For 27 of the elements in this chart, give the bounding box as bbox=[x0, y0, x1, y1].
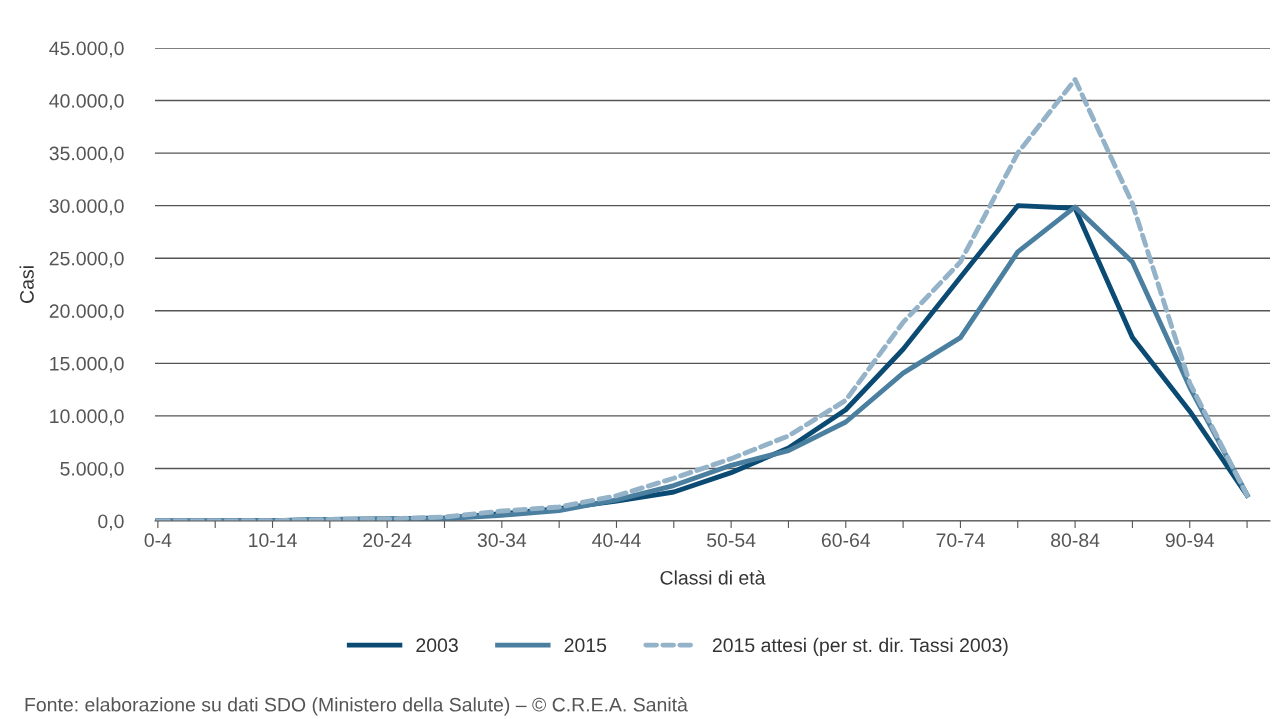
legend-label: 2015 attesi (per st. dir. Tassi 2003) bbox=[712, 637, 1008, 656]
y-tick-label: 30.000,0 bbox=[49, 199, 124, 216]
x-tick-label: 40-44 bbox=[592, 533, 641, 548]
x-tick-label: 10-14 bbox=[249, 533, 297, 548]
y-tick-label: 5.000,0 bbox=[60, 461, 124, 478]
x-tick-label: 60-64 bbox=[821, 533, 871, 548]
x-tick-label: 70-74 bbox=[936, 533, 985, 548]
y-tick-label: 15.000,0 bbox=[50, 356, 124, 373]
y-axis-title: Casi bbox=[19, 266, 34, 303]
y-tick-label: 25.000,0 bbox=[49, 251, 124, 268]
legend-label: 2015 bbox=[564, 638, 607, 653]
x-axis-title: Classi di età bbox=[660, 570, 766, 585]
y-tick-label: 20.000,0 bbox=[49, 304, 124, 321]
y-tick-label: 40.000,0 bbox=[49, 94, 124, 111]
x-tick-label: 50-54 bbox=[707, 533, 756, 548]
line-series bbox=[155, 77, 1250, 521]
source-note: Fonte: elaborazione su dati SDO (Ministero della Salute) – © C.R.E.A. Sanità bbox=[25, 697, 688, 716]
legend-label: 2003 bbox=[416, 638, 458, 653]
x-tick-label: 0-4 bbox=[144, 533, 172, 548]
x-tick-label: 90-94 bbox=[1165, 533, 1215, 548]
y-tick-label: 10.000,0 bbox=[50, 409, 124, 426]
y-tick-label: 45.000,0 bbox=[49, 41, 124, 58]
x-tick-label: 20-24 bbox=[363, 533, 412, 548]
x-tick-label: 80-84 bbox=[1051, 533, 1100, 548]
y-tick-label: 0,0 bbox=[98, 514, 124, 531]
y-tick-label: 35.000,0 bbox=[49, 146, 124, 163]
x-tick-label: 30-34 bbox=[477, 533, 527, 548]
